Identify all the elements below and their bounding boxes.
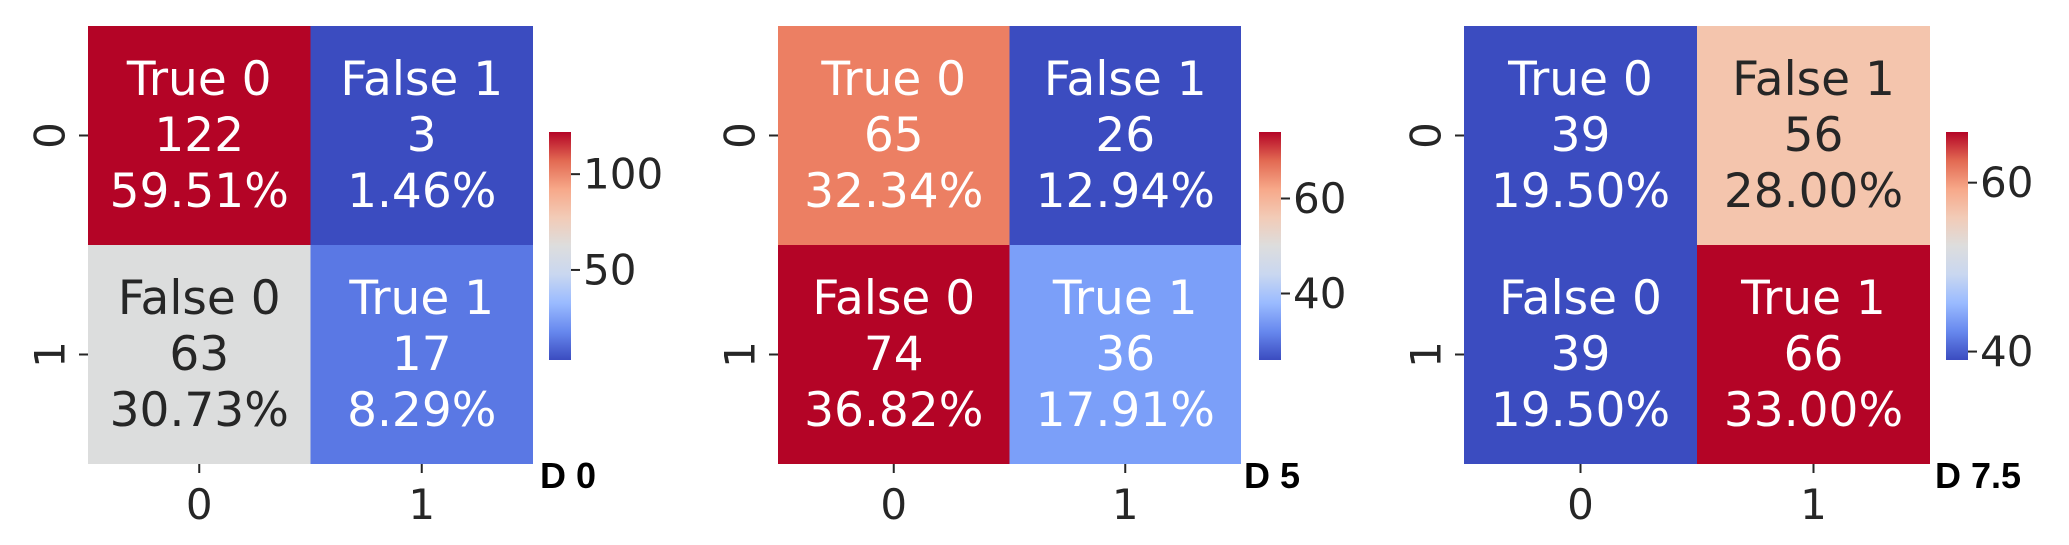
heatmap-cell xyxy=(778,245,1010,464)
x-tick-label: 1 xyxy=(1112,480,1139,529)
x-tick-label: 0 xyxy=(186,480,213,529)
cell-count: 36 xyxy=(1095,327,1155,382)
cell-percent: 59.51% xyxy=(110,164,289,219)
cell-count: 122 xyxy=(154,108,244,163)
cell-label: False 0 xyxy=(812,271,975,326)
y-tick-label: 1 xyxy=(26,341,75,368)
cell-count: 74 xyxy=(864,327,924,382)
y-tick-label: 0 xyxy=(1402,122,1451,149)
colorbar-tick-label: 40 xyxy=(1293,269,1346,318)
cell-percent: 36.82% xyxy=(804,383,983,438)
cell-percent: 30.73% xyxy=(110,383,289,438)
heatmap-cell xyxy=(310,26,533,245)
cell-percent: 19.50% xyxy=(1491,164,1670,219)
cell-percent: 32.34% xyxy=(804,164,983,219)
cell-label: False 1 xyxy=(1044,52,1207,107)
panel-tag: D 0 xyxy=(540,455,596,496)
panel-tag: D 7.5 xyxy=(1935,455,2021,496)
cell-count: 66 xyxy=(1784,327,1844,382)
cell-percent: 12.94% xyxy=(1036,164,1215,219)
panel-tag: D 5 xyxy=(1244,455,1300,496)
heatmap-cell xyxy=(1464,245,1697,464)
cell-percent: 17.91% xyxy=(1036,383,1215,438)
x-tick-label: 1 xyxy=(1800,480,1827,529)
cell-label: True 0 xyxy=(1507,52,1653,107)
cell-label: True 0 xyxy=(820,52,966,107)
heatmap-cell xyxy=(88,26,311,245)
y-tick-label: 0 xyxy=(26,122,75,149)
cell-percent: 1.46% xyxy=(347,164,496,219)
cell-count: 65 xyxy=(864,108,924,163)
cell-count: 26 xyxy=(1095,108,1155,163)
cell-count: 17 xyxy=(392,327,452,382)
x-tick-label: 0 xyxy=(880,480,907,529)
cell-count: 39 xyxy=(1551,108,1611,163)
colorbar-tick-label: 50 xyxy=(583,245,636,294)
colorbar-tick-label: 40 xyxy=(1980,327,2033,376)
cell-label: True 1 xyxy=(348,271,494,326)
y-tick-label: 1 xyxy=(1402,341,1451,368)
cell-label: False 0 xyxy=(1499,271,1662,326)
heatmap-cell xyxy=(88,245,311,464)
cell-label: True 1 xyxy=(1052,271,1198,326)
cell-count: 63 xyxy=(169,327,229,382)
y-tick-label: 1 xyxy=(716,341,765,368)
colorbar xyxy=(1259,132,1281,360)
colorbar xyxy=(549,132,571,360)
cell-label: True 1 xyxy=(1740,271,1886,326)
colorbar-tick-label: 60 xyxy=(1980,158,2033,207)
colorbar xyxy=(1946,132,1968,360)
cell-label: False 1 xyxy=(340,52,503,107)
cell-percent: 28.00% xyxy=(1724,164,1903,219)
cell-label: False 0 xyxy=(118,271,281,326)
heatmap-cell xyxy=(778,26,1010,245)
y-tick-label: 0 xyxy=(716,122,765,149)
x-tick-label: 1 xyxy=(408,480,435,529)
heatmap-cell xyxy=(1697,26,1930,245)
cell-count: 39 xyxy=(1551,327,1611,382)
heatmap-cell xyxy=(1009,26,1241,245)
cell-label: True 0 xyxy=(126,52,272,107)
cell-percent: 19.50% xyxy=(1491,383,1670,438)
cell-count: 3 xyxy=(407,108,437,163)
heatmap-cell xyxy=(1009,245,1241,464)
colorbar-tick-label: 60 xyxy=(1293,174,1346,223)
cell-percent: 33.00% xyxy=(1724,383,1903,438)
cell-percent: 8.29% xyxy=(347,383,496,438)
cell-label: False 1 xyxy=(1732,52,1895,107)
heatmap-cell xyxy=(1464,26,1697,245)
x-tick-label: 0 xyxy=(1567,480,1594,529)
colorbar-tick-label: 100 xyxy=(583,150,663,199)
cell-count: 56 xyxy=(1784,108,1844,163)
heatmap-cell xyxy=(310,245,533,464)
heatmap-cell xyxy=(1697,245,1930,464)
